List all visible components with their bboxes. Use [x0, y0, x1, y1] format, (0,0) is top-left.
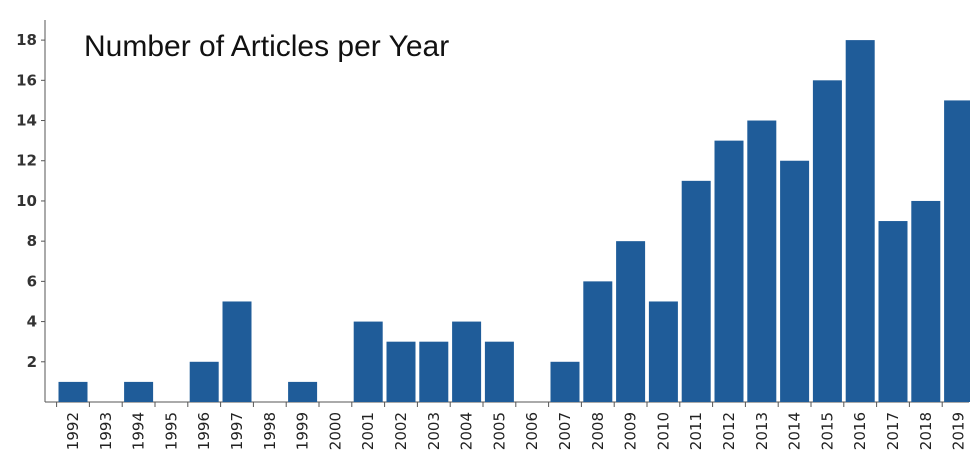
bar-2001 [353, 321, 383, 402]
y-tick-label: 4 [27, 313, 37, 331]
y-tick-label: 18 [16, 31, 37, 49]
x-tick-label: 1994 [130, 412, 148, 450]
x-axis: 1992 1993 1994 1995 1996 1997 1998 1999 2000 2001… [45, 401, 969, 450]
bar-1997 [222, 301, 252, 402]
bar-2012 [714, 140, 744, 402]
bars [58, 40, 970, 403]
x-tick-label: 2008 [589, 412, 607, 450]
x-tick-label: 1992 [64, 412, 82, 450]
bar-2014 [780, 160, 810, 402]
bar-2015 [812, 80, 842, 402]
bar-1999 [288, 381, 318, 402]
x-tick-label: 2003 [425, 412, 443, 450]
x-tick-label: 2013 [753, 412, 771, 450]
x-tick-label: 1999 [294, 412, 312, 450]
bar-2003 [419, 341, 449, 402]
bar-2018 [911, 200, 941, 402]
bar-2004 [452, 321, 482, 402]
chart-title: Number of Articles per Year [84, 30, 449, 63]
x-tick-label: 1993 [97, 412, 115, 450]
x-tick-label: 2009 [622, 412, 640, 450]
y-tick-label: 8 [27, 232, 37, 250]
bar-2002 [386, 341, 416, 402]
bar-1994 [124, 381, 154, 402]
x-tick-label: 2014 [786, 412, 804, 450]
bar-2019 [944, 100, 970, 402]
bar-2016 [845, 40, 875, 403]
bar-2009 [616, 241, 646, 402]
bar-2013 [747, 120, 777, 403]
x-tick-label: 1998 [261, 412, 279, 450]
x-tick-label: 2010 [654, 412, 672, 450]
x-tick-label: 1997 [228, 412, 246, 450]
y-tick-label: 10 [16, 192, 37, 210]
x-tick-label: 2006 [523, 412, 541, 450]
bar-1996 [189, 361, 219, 402]
x-tick-label: 2018 [917, 412, 935, 450]
bar-1992 [58, 381, 88, 402]
x-tick-label: 1996 [195, 412, 213, 450]
bar-2005 [484, 341, 514, 402]
bar-2008 [583, 281, 613, 402]
x-tick-label: 2000 [326, 412, 344, 450]
bar-2011 [681, 180, 711, 402]
x-tick-label: 2002 [392, 412, 410, 450]
y-tick-label: 14 [16, 112, 37, 130]
x-tick-label: 2001 [359, 412, 377, 450]
x-tick-label: 2016 [851, 412, 869, 450]
y-tick-label: 12 [16, 152, 37, 170]
y-tick-label: 2 [27, 353, 37, 371]
x-tick-label: 2011 [687, 412, 705, 450]
x-tick-label: 2007 [556, 412, 574, 450]
bar-2017 [878, 221, 908, 402]
y-axis: 2 4 6 8 10 12 14 16 18 [16, 20, 46, 402]
x-tick-label: 2012 [720, 412, 738, 450]
y-tick-label: 6 [27, 272, 37, 290]
x-tick-label: 2019 [950, 412, 968, 450]
x-tick-label: 1995 [162, 412, 180, 450]
y-tick-label: 16 [16, 71, 37, 89]
x-tick-label: 2015 [818, 412, 836, 450]
bar-2010 [648, 301, 678, 402]
x-tick-label: 2004 [458, 412, 476, 450]
bar-2007 [550, 361, 580, 402]
x-tick-label: 2005 [490, 412, 508, 450]
x-tick-label: 2017 [884, 412, 902, 450]
